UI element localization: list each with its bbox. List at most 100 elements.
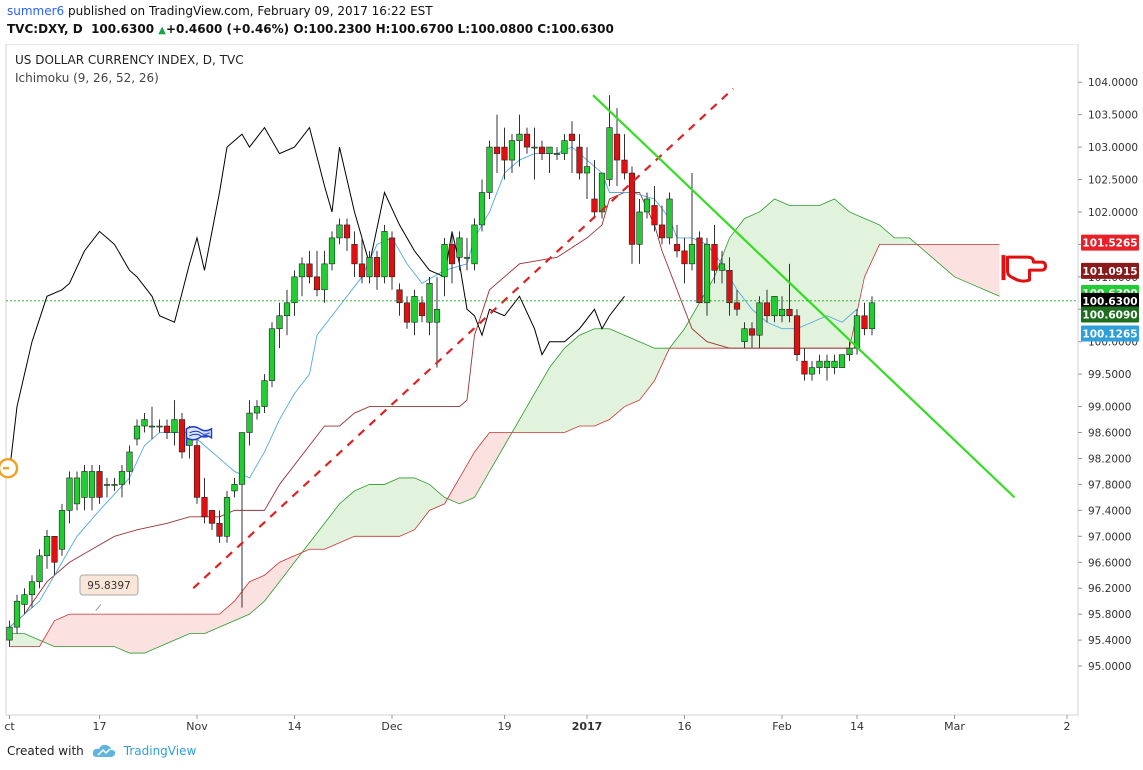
- cloud-segment: [257, 575, 265, 608]
- cloud-segment: [392, 477, 400, 537]
- brand-link[interactable]: TradingView: [123, 744, 197, 758]
- candle-body: [223, 497, 231, 537]
- cloud-segment: [384, 481, 392, 537]
- price-tag-label: 101.0915: [1082, 266, 1137, 278]
- price-tag: [1081, 306, 1139, 323]
- price-tick-label: 96.2000: [1088, 583, 1131, 595]
- candle-body: [718, 263, 726, 271]
- candle-body: [156, 425, 163, 428]
- cloud-segment: [827, 198, 835, 349]
- cloud-segment: [534, 380, 542, 433]
- cloud-segment: [729, 228, 737, 349]
- cloud-segment: [204, 614, 212, 634]
- open-value: 100.2300: [308, 22, 372, 36]
- candle-body: [801, 360, 808, 375]
- cloud-segment: [587, 328, 595, 427]
- price-tick-label: 97.0000: [1088, 531, 1131, 543]
- cloud-segment: [332, 503, 340, 547]
- cloud-segment: [594, 328, 602, 427]
- candle-body: [216, 523, 223, 537]
- cloud-segment: [474, 442, 482, 498]
- dashed-trendline: [192, 87, 734, 590]
- price-axis: 104.0000 103.5000 103.0000 102.5000 102.0000…: [1078, 77, 1138, 673]
- time-tick-label: Dec: [381, 720, 402, 733]
- cloud-segment: [737, 218, 745, 349]
- candle-body: [343, 224, 351, 239]
- cloud-segment: [362, 484, 370, 537]
- price-chart[interactable]: 95.8397 104.0000 103.5000 103.0000 102.5000…: [0, 44, 1143, 740]
- cloud-segment: [227, 601, 235, 624]
- time-tick-label: Mar: [944, 720, 965, 733]
- cloud-segment: [924, 244, 932, 258]
- author-link[interactable]: summer6: [7, 4, 65, 18]
- cloud-segment: [894, 237, 902, 245]
- candle-body: [748, 328, 756, 336]
- candle-body: [448, 244, 456, 265]
- candle-body: [463, 257, 471, 259]
- candle-body: [456, 237, 463, 258]
- candle-body: [628, 172, 636, 245]
- candle-body: [58, 510, 66, 550]
- price-tick-label: 95.4000: [1088, 635, 1131, 647]
- candle-body: [388, 237, 396, 278]
- senkou-span-a-line: [9, 198, 1000, 654]
- symbol-name: TVC:DXY, D: [7, 22, 83, 36]
- indicator-legend[interactable]: Ichimoku (9, 26, 52, 26): [15, 71, 159, 85]
- callout-text: 95.8397: [87, 580, 130, 592]
- flag-icon: [185, 426, 213, 446]
- cloud-segment: [872, 221, 880, 261]
- cloud-segment: [347, 490, 355, 540]
- candle-body: [643, 198, 651, 213]
- candle-body: [148, 425, 156, 428]
- candle-body: [523, 133, 531, 148]
- publish-info: summer6 published on TradingView.com, Fe…: [7, 4, 433, 18]
- time-tick-label: Feb: [772, 720, 791, 733]
- candle-body: [126, 451, 133, 472]
- cloud-segment: [414, 477, 422, 530]
- cloud-segment: [459, 464, 467, 504]
- cloud-segment: [309, 533, 317, 550]
- price-tick-label: 103.5000: [1088, 110, 1138, 122]
- cloud-segment: [767, 198, 775, 349]
- cloud-segment: [429, 484, 437, 511]
- candle-body: [201, 497, 208, 518]
- cloud-segment: [197, 614, 205, 634]
- candle-body: [43, 536, 51, 557]
- candle-body: [733, 302, 741, 310]
- candle-body: [171, 419, 178, 433]
- high-value: 100.6700: [390, 22, 454, 36]
- cloud-segment: [857, 215, 865, 313]
- candle-body: [403, 302, 411, 323]
- candle-body: [651, 205, 658, 226]
- candle-body: [351, 244, 358, 265]
- candle-body: [838, 354, 846, 368]
- price-tags: 101.5265101.0915100.6300100.6300100.6090…: [1081, 234, 1139, 342]
- price-change: +0.4600 (+0.46%): [165, 22, 290, 36]
- cloud-segment: [639, 341, 647, 401]
- candle-body: [373, 257, 381, 278]
- price-tick-label: 103.0000: [1088, 142, 1138, 154]
- cloud-segment: [819, 202, 827, 349]
- candle-body: [516, 133, 523, 141]
- candle-body: [321, 263, 328, 291]
- price-tick-label: 104.0000: [1088, 77, 1138, 89]
- candle-body: [51, 536, 58, 563]
- candle-body: [441, 244, 448, 278]
- cloud-segment: [182, 614, 190, 637]
- cloud-segment: [864, 218, 872, 277]
- candle-body: [478, 192, 486, 226]
- marker-circle-icon: [0, 457, 19, 479]
- cloud-segment: [189, 614, 197, 634]
- candle-body: [471, 224, 478, 265]
- candle-body: [846, 347, 853, 355]
- cloud-segment: [152, 614, 160, 650]
- low-value: 100.0800: [470, 22, 534, 36]
- candle-body: [621, 159, 628, 174]
- candle-body: [493, 146, 501, 154]
- cloud-segment: [887, 231, 895, 245]
- candle-body: [711, 244, 718, 271]
- cloud-segment: [939, 244, 947, 271]
- candle-body: [823, 360, 831, 368]
- candle-body: [763, 302, 771, 317]
- time-tick-label: Nov: [186, 720, 208, 733]
